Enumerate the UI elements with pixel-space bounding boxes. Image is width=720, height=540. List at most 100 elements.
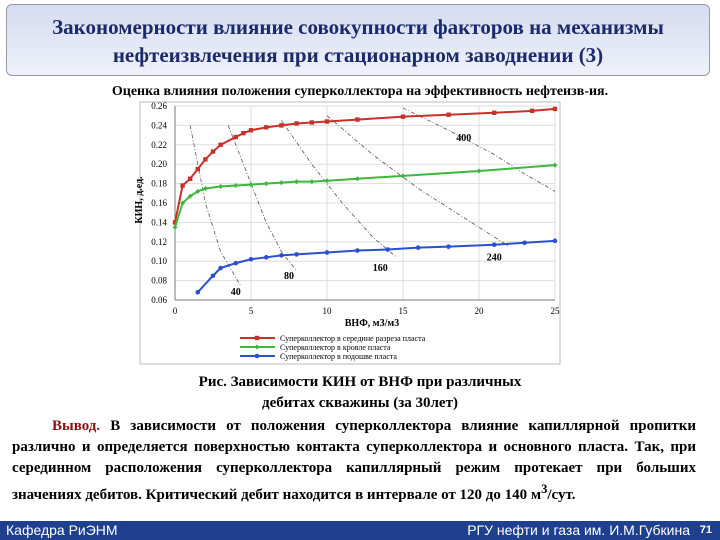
y-tick-label: 0.22 [151,140,167,150]
legend-label: Суперколлектор в подошве пласта [280,352,397,361]
y-axis-label: КИН, д.ед. [134,176,145,224]
marker [355,117,360,122]
chart-frame [139,101,561,365]
marker [294,121,299,126]
marker [254,344,260,350]
marker [218,184,224,190]
y-tick-label: 0.26 [151,101,167,111]
caption: Рис. Зависимости КИН от ВНФ при различны… [0,372,720,414]
x-tick-label: 25 [551,306,561,316]
isoline-label: 240 [487,252,502,263]
marker [530,108,535,114]
marker [188,176,193,181]
marker [263,255,269,260]
footer-right: РГУ нефти и газа им. И.М.Губкина [467,522,690,538]
marker [415,245,421,250]
y-tick-label: 0.16 [151,198,167,208]
caption-line: дебитах скважины (за 30лет) [262,395,458,411]
marker [241,130,246,136]
marker [187,193,193,199]
y-tick-label: 0.18 [151,179,167,189]
marker [552,106,558,112]
isoline-label: 400 [456,133,471,144]
marker [400,114,406,119]
marker [324,178,330,184]
marker [203,157,208,162]
legend-label: Суперколлектор в середине разреза пласта [280,334,426,343]
marker [233,134,238,140]
y-tick-label: 0.10 [151,256,167,266]
footer-left: Кафедра РиЭНМ [6,522,118,538]
x-axis-label: ВНФ, м3/м3 [345,318,399,329]
marker [354,176,360,182]
superscript: 3 [541,482,548,496]
marker [195,289,201,295]
marker [552,162,558,168]
marker [491,242,497,248]
conclusion: Вывод. В зависимости от положения суперк… [12,416,696,506]
marker [279,123,284,128]
marker [180,200,186,206]
marker [248,128,254,133]
marker [294,179,300,185]
marker [552,238,558,244]
marker [278,180,284,186]
marker [446,112,451,117]
series-line [197,239,556,293]
marker [172,224,178,230]
marker [476,168,482,174]
marker [355,248,360,253]
marker [492,110,497,115]
isoline [326,115,510,247]
page-number: 71 [699,524,712,536]
marker [522,240,527,246]
marker [309,179,315,185]
y-tick-label: 0.20 [151,159,167,169]
isoline-label: 160 [373,263,388,274]
marker [233,260,239,266]
y-tick-label: 0.14 [151,217,167,227]
marker [218,142,223,147]
isoline [281,120,396,257]
marker [263,181,269,187]
x-tick-label: 20 [475,306,485,316]
marker [195,188,201,194]
marker [385,247,391,252]
isoline-label: 40 [231,287,241,298]
marker [400,173,406,179]
isoline [402,107,556,192]
isoline [227,125,297,272]
isoline-label: 80 [284,271,294,282]
marker [446,244,451,249]
marker [218,265,223,271]
conclusion-label: Вывод. [52,418,101,434]
y-tick-label: 0.24 [151,120,167,130]
marker [172,220,178,225]
marker [202,185,208,191]
marker [254,335,260,341]
y-tick-label: 0.06 [151,295,167,305]
caption-line: Рис. Зависимости КИН от ВНФ при различны… [198,374,522,390]
marker [233,183,239,189]
slide-title: Закономерности влияние совокупности факт… [6,4,710,76]
x-tick-label: 5 [249,306,254,316]
marker [254,353,260,359]
x-tick-label: 15 [399,306,409,316]
conclusion-text: В зависимости от положения суперколлекто… [12,418,697,503]
x-tick-label: 0 [173,306,178,316]
marker [210,273,216,279]
legend-label: Суперколлектор в кровле пласта [280,343,391,352]
marker [210,149,216,154]
marker [180,183,185,188]
x-tick-label: 10 [323,306,333,316]
marker [279,253,284,258]
marker [294,252,299,257]
marker [324,119,330,124]
footer: Кафедра РиЭНМ РГУ нефти и газа им. И.М.Гу… [0,521,720,540]
marker [309,120,314,125]
marker [248,256,254,262]
subtitle: Оценка влияния положения суперколлектора… [111,84,609,99]
marker [248,182,254,188]
